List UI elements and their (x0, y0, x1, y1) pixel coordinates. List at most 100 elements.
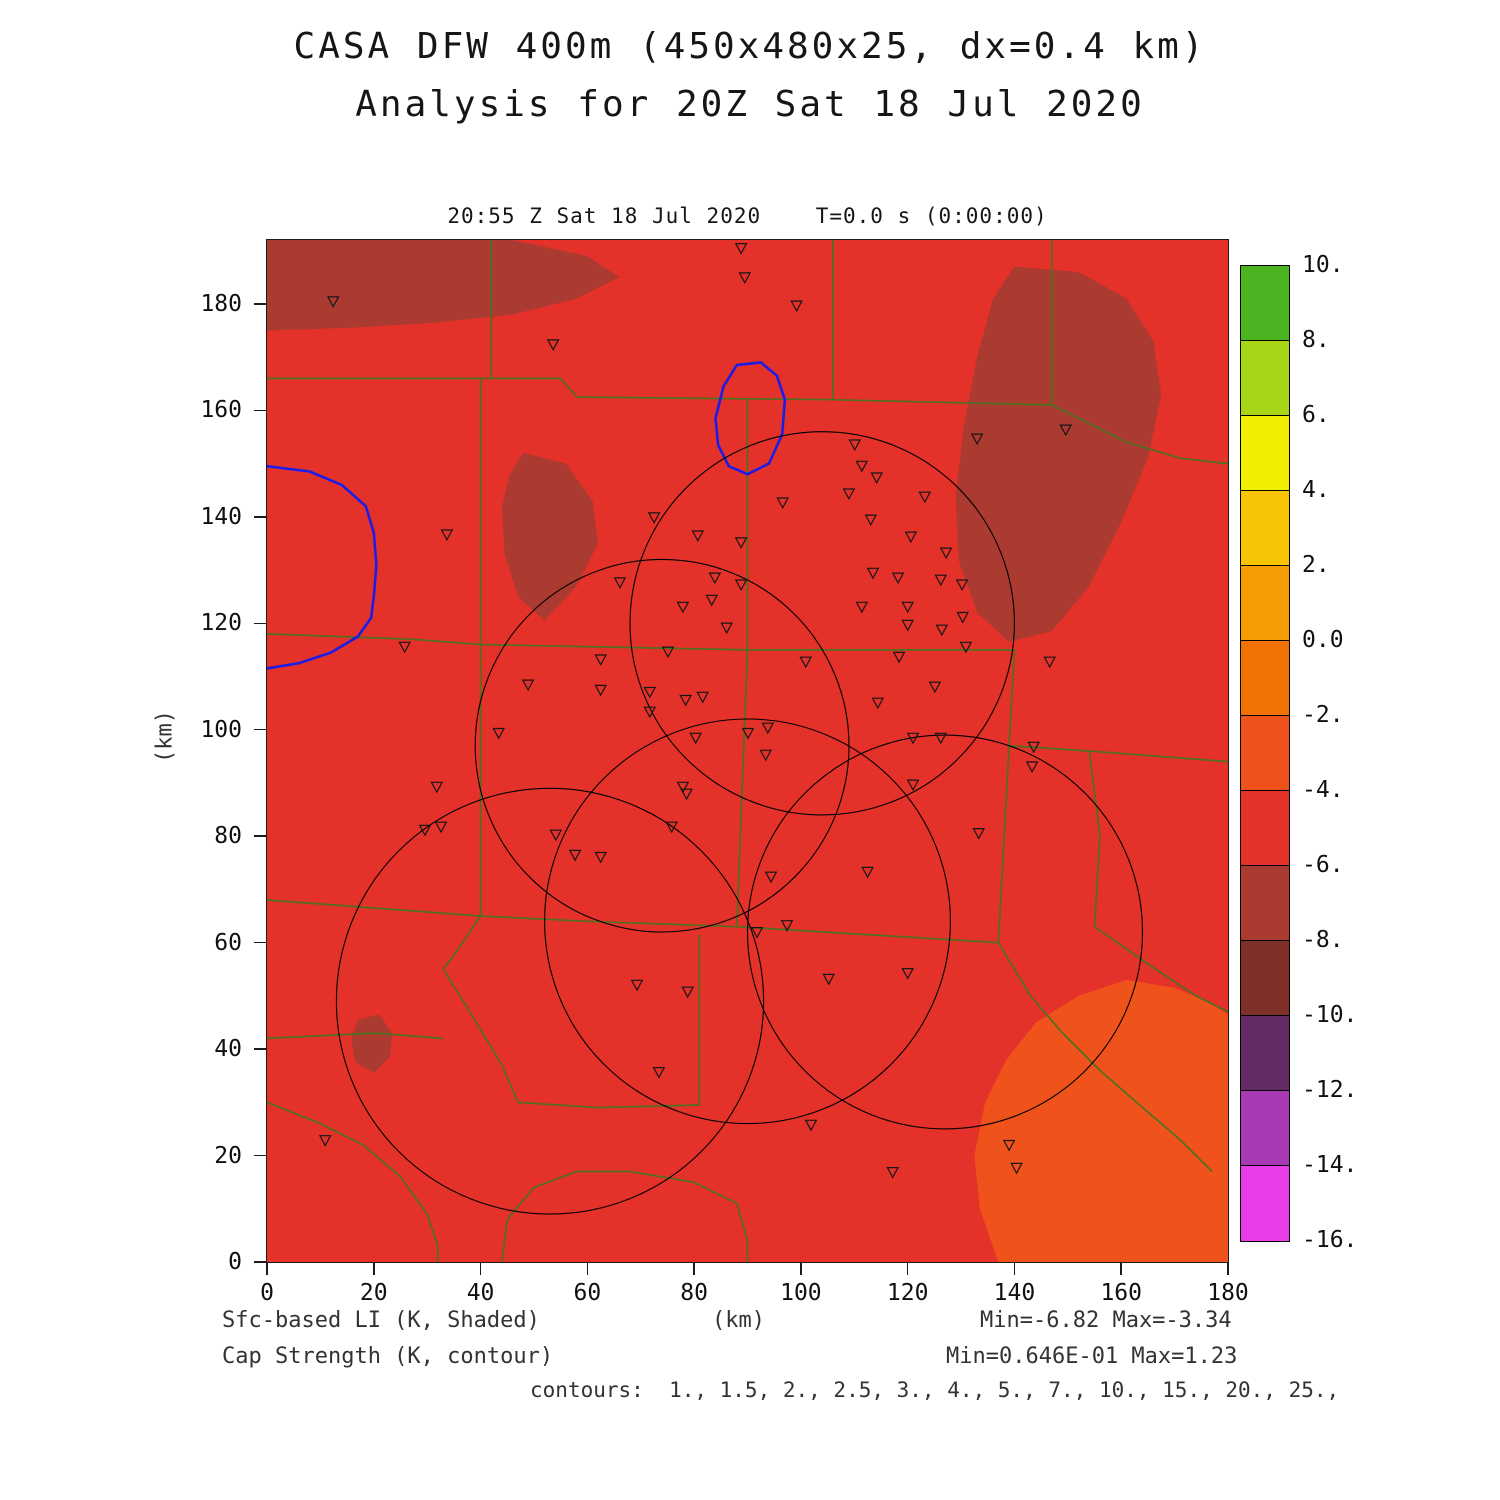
colorbar-segment (1241, 791, 1289, 866)
y-axis-label: (km) (152, 710, 178, 763)
plot-frame (266, 239, 1229, 1263)
station-triangle-marker (918, 491, 932, 504)
station-triangle-marker (804, 1119, 818, 1132)
colorbar-segment (1241, 716, 1289, 791)
colorbar-segment (1241, 641, 1289, 716)
x-axis-tick-label: 0 (260, 1280, 274, 1306)
shaded-field-label: Sfc-based LI (K, Shaded) (222, 1308, 540, 1333)
county-boundary-line (267, 633, 748, 651)
station-triangle-marker (398, 641, 412, 654)
map-plot (267, 240, 1228, 1262)
colorbar-segment (1241, 1166, 1289, 1241)
station-triangle-marker (780, 920, 794, 932)
county-boundary-line (442, 968, 519, 1103)
station-triangle-marker (939, 547, 953, 560)
shaded-minmax-value: Min=-6.82 Max=-3.34 (980, 1308, 1232, 1333)
colorbar-tick-label: 0.0 (1302, 627, 1344, 653)
y-axis-tick-label: 140 (200, 503, 242, 530)
colorbar-segment (1241, 416, 1289, 491)
station-triangle-marker (1002, 1139, 1016, 1152)
y-axis-tick-label: 180 (200, 290, 242, 317)
county-boundary-line (267, 899, 481, 917)
li-shaded-region-dark (501, 452, 598, 621)
county-boundary-line (480, 915, 737, 928)
colorbar-segment (1241, 266, 1289, 341)
y-axis-tick (254, 835, 266, 837)
station-triangle-marker (1025, 761, 1039, 774)
colorbar-tick-label: 4. (1302, 477, 1330, 503)
colorbar-tick-label: -14. (1302, 1152, 1358, 1178)
y-axis-tick (254, 303, 266, 305)
station-triangle-marker (1059, 424, 1073, 437)
station-triangle-marker (955, 579, 969, 592)
station-triangle-marker (886, 1167, 900, 1179)
colorbar-tick-label: -4. (1302, 777, 1344, 803)
county-boundary-line (1089, 750, 1228, 763)
station-triangle-marker (956, 611, 970, 624)
x-axis-tick (266, 1263, 268, 1275)
figure-title-line1: CASA DFW 400m (450x480x25, dx=0.4 km) (293, 26, 1207, 67)
station-triangle-marker (934, 574, 948, 587)
station-triangle-marker (734, 537, 748, 549)
station-triangle-marker (521, 679, 535, 692)
station-triangle-marker (790, 300, 803, 313)
x-axis-tick-label: 100 (780, 1280, 822, 1306)
li-shaded-region-dark (955, 266, 1162, 642)
x-axis-tick-label: 140 (993, 1280, 1036, 1306)
y-axis-tick-label: 20 (214, 1142, 242, 1169)
contour-levels-list: contours: 1., 1.5, 2., 2.5, 3., 4., 5., … (530, 1378, 1340, 1402)
station-triangle-marker (440, 529, 454, 542)
station-triangle-marker (594, 654, 608, 667)
county-boundary-line (997, 942, 1213, 1173)
county-boundary-line (1094, 926, 1228, 1013)
x-axis-unit-label: (km) (712, 1308, 765, 1333)
station-triangle-marker (892, 651, 906, 664)
station-triangle-marker (568, 849, 582, 862)
x-axis-tick (800, 1263, 802, 1275)
station-triangle-marker (901, 968, 915, 980)
station-triangle-marker (720, 622, 734, 635)
x-axis-tick-label: 20 (359, 1280, 388, 1306)
county-boundary-line (997, 745, 1010, 943)
county-boundary-line (267, 377, 833, 401)
plot-timestamp-header: 20:55 Z Sat 18 Jul 2020 T=0.0 s (0:00:00… (447, 204, 1048, 228)
station-triangle-marker (1043, 656, 1057, 669)
y-axis-tick (254, 1048, 266, 1050)
x-axis-tick-label: 40 (466, 1280, 495, 1306)
x-axis-tick (586, 1263, 589, 1275)
station-triangle-marker (891, 572, 905, 585)
y-axis-tick (254, 1154, 266, 1157)
station-triangle-marker (418, 824, 432, 837)
cap-strength-contour (714, 361, 787, 476)
station-triangle-marker (434, 821, 448, 834)
station-triangle-marker (661, 646, 675, 659)
x-axis-tick (479, 1263, 482, 1275)
station-triangle-marker (764, 871, 778, 884)
radar-range-ring (544, 718, 951, 1125)
county-boundary-line (267, 1101, 439, 1262)
station-triangle-marker (681, 986, 695, 999)
contour-field-label: Cap Strength (K, contour) (222, 1344, 554, 1369)
radar-range-ring (629, 431, 1015, 816)
station-triangle-marker (594, 684, 608, 697)
station-triangle-marker (1027, 741, 1041, 754)
station-triangle-marker (676, 601, 690, 614)
colorbar-tick-label: -10. (1302, 1002, 1358, 1028)
x-axis-tick (906, 1263, 909, 1275)
station-triangle-marker (734, 579, 748, 592)
station-triangle-marker (822, 973, 836, 986)
county-boundary-line (442, 915, 482, 970)
colorbar-tick-label: -16. (1302, 1227, 1358, 1253)
y-axis-tick-label: 40 (214, 1036, 242, 1063)
colorbar-tick-label: -2. (1302, 702, 1344, 728)
station-triangle-marker (934, 732, 948, 745)
station-triangle-marker (643, 706, 657, 719)
colorbar-tick-label: 6. (1302, 402, 1330, 428)
station-triangle-marker (326, 296, 340, 308)
station-triangle-marker (741, 727, 755, 740)
colorbar-segment (1241, 566, 1289, 641)
y-axis-tick (254, 941, 266, 944)
station-triangle-marker (549, 829, 563, 842)
station-triangle-marker (546, 339, 560, 351)
colorbar-segment (1241, 941, 1289, 1016)
